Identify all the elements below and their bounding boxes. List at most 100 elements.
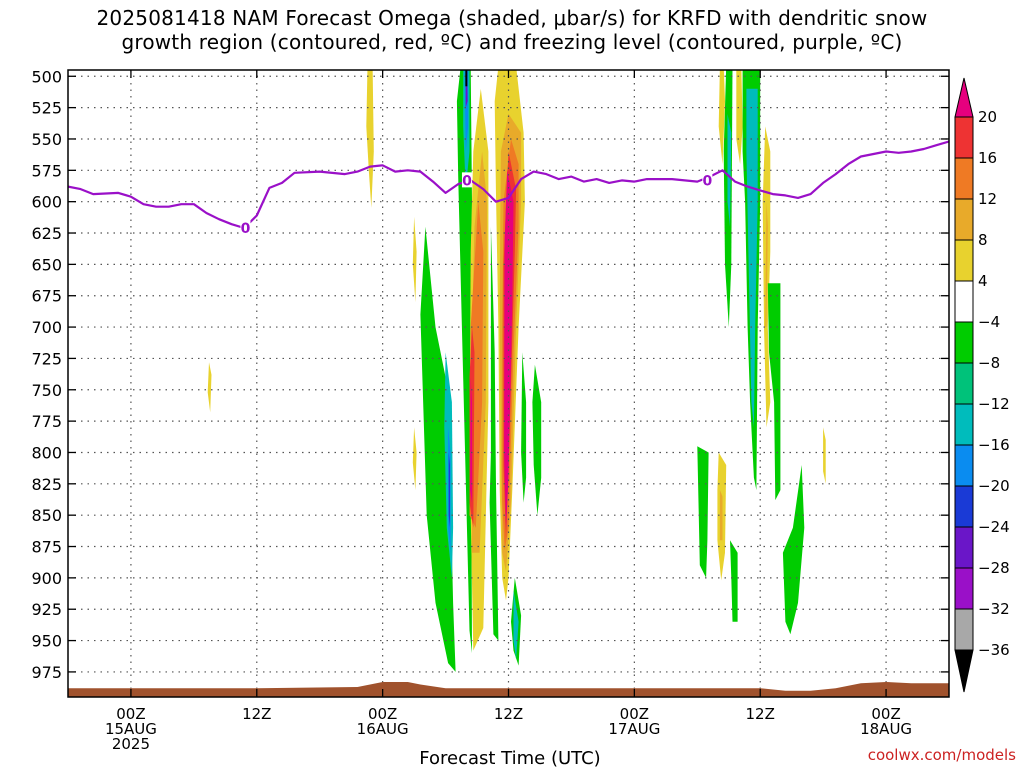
freezing-level-line bbox=[68, 140, 949, 230]
colorbar-band-1 bbox=[954, 157, 974, 200]
omega-region-17 bbox=[489, 226, 499, 641]
x-tick-label: 16AUG bbox=[357, 720, 409, 738]
omega-region-22 bbox=[504, 170, 514, 528]
omega-region-34 bbox=[765, 201, 768, 328]
y-tick-label: 975 bbox=[31, 663, 62, 682]
colorbar-band-12 bbox=[954, 608, 974, 651]
x-tick-label: 00Z bbox=[620, 705, 649, 723]
omega-region-39 bbox=[730, 540, 738, 622]
colorbar-label: −24 bbox=[978, 518, 1010, 536]
omega-region-41 bbox=[823, 427, 826, 484]
colorbar-band-10 bbox=[954, 526, 974, 569]
y-tick-label: 625 bbox=[31, 224, 62, 243]
x-tick-label: 2025 bbox=[112, 735, 150, 753]
contour-label-bg bbox=[240, 220, 251, 236]
watermark: coolwx.com/models bbox=[868, 746, 1016, 764]
colorbar-label: 16 bbox=[978, 149, 997, 167]
chart-title: 2025081418 NAM Forecast Omega (shaded, μ… bbox=[0, 6, 1024, 54]
colorbar-label: 12 bbox=[978, 190, 997, 208]
omega-region-32 bbox=[746, 88, 758, 428]
omega-region-4 bbox=[420, 226, 456, 672]
colorbar-top-triangle bbox=[954, 77, 974, 118]
y-tick-label: 775 bbox=[31, 412, 62, 431]
x-axis-label: Forecast Time (UTC) bbox=[419, 748, 600, 768]
title-line-2: growth region (contoured, red, ºC) and f… bbox=[121, 30, 903, 54]
colorbar-band-5 bbox=[954, 321, 974, 364]
colorbar-label: −16 bbox=[978, 436, 1010, 454]
x-tick-label: 17AUG bbox=[608, 720, 660, 738]
y-tick-label: 850 bbox=[31, 506, 62, 525]
y-tick-label: 725 bbox=[31, 349, 62, 368]
contour-label-bg bbox=[461, 172, 472, 188]
omega-region-40 bbox=[782, 465, 805, 635]
freezing-level-label: 0 bbox=[462, 173, 472, 189]
colorbar-label: −20 bbox=[978, 477, 1010, 495]
omega-region-29 bbox=[727, 113, 732, 227]
plot-area: 0 0 0 bbox=[68, 70, 949, 697]
colorbar-label: −36 bbox=[978, 641, 1010, 659]
y-tick-label: 750 bbox=[31, 381, 62, 400]
colorbar-band-2 bbox=[954, 198, 974, 241]
title-line-1: 2025081418 NAM Forecast Omega (shaded, μ… bbox=[96, 6, 928, 30]
y-tick-label: 900 bbox=[31, 569, 62, 588]
x-tick-label: 00Z bbox=[116, 705, 145, 723]
y-tick-label: 825 bbox=[31, 475, 62, 494]
x-tick-label: 18AUG bbox=[860, 720, 912, 738]
y-tick-label: 525 bbox=[31, 99, 62, 118]
omega-region-11 bbox=[448, 452, 450, 528]
omega-region-16 bbox=[470, 377, 472, 503]
y-tick-label: 550 bbox=[31, 130, 62, 149]
colorbar-band-6 bbox=[954, 362, 974, 405]
x-tick-label: 12Z bbox=[494, 705, 523, 723]
colorbar-band-7 bbox=[954, 403, 974, 446]
omega-region-30 bbox=[736, 70, 743, 165]
y-tick-label: 500 bbox=[31, 67, 62, 86]
omega-region-3 bbox=[412, 427, 417, 491]
omega-region-2 bbox=[412, 216, 417, 302]
y-tick-label: 800 bbox=[31, 443, 62, 462]
colorbar-label: −4 bbox=[978, 313, 1000, 331]
y-tick-label: 700 bbox=[31, 318, 62, 337]
x-tick-label: 12Z bbox=[746, 705, 775, 723]
colorbar-label: 4 bbox=[978, 272, 988, 290]
colorbar-band-11 bbox=[954, 567, 974, 610]
x-tick-label: 12Z bbox=[242, 705, 271, 723]
y-tick-label: 650 bbox=[31, 255, 62, 274]
colorbar-bottom-triangle bbox=[954, 649, 974, 693]
y-tick-label: 950 bbox=[31, 632, 62, 651]
omega-region-1 bbox=[207, 362, 212, 413]
freezing-level-label: 0 bbox=[241, 221, 251, 237]
x-tick-label: 00Z bbox=[871, 705, 900, 723]
y-tick-label: 600 bbox=[31, 193, 62, 212]
omega-region-25 bbox=[521, 352, 527, 503]
omega-region-0 bbox=[366, 70, 374, 208]
omega-region-27 bbox=[718, 70, 725, 165]
colorbar-band-9 bbox=[954, 485, 974, 528]
omega-region-36 bbox=[697, 446, 709, 578]
omega-region-26 bbox=[532, 364, 542, 516]
colorbar-label: −28 bbox=[978, 559, 1010, 577]
colorbar-band-8 bbox=[954, 444, 974, 487]
colorbar-band-0 bbox=[954, 116, 974, 159]
y-tick-label: 575 bbox=[31, 161, 62, 180]
y-tick-label: 925 bbox=[31, 600, 62, 619]
colorbar-label: 8 bbox=[978, 231, 988, 249]
freezing-level-label: 0 bbox=[702, 173, 712, 189]
colorbar-label: −12 bbox=[978, 395, 1010, 413]
colorbar-label: −8 bbox=[978, 354, 1000, 372]
colorbar: 20 16 12 8 4 −4 −8 −12 −16 −20 −24 −28 −32 −36 bbox=[954, 77, 1010, 693]
colorbar-label: 20 bbox=[978, 108, 997, 126]
x-tick-label: 15AUG bbox=[105, 720, 157, 738]
omega-region-5 bbox=[456, 70, 472, 654]
colorbar-label: −32 bbox=[978, 600, 1010, 618]
y-tick-label: 675 bbox=[31, 287, 62, 306]
x-tick-label: 00Z bbox=[368, 705, 397, 723]
y-tick-label: 875 bbox=[31, 538, 62, 557]
contour-label-bg bbox=[702, 172, 713, 188]
omega-region-35 bbox=[767, 283, 781, 501]
colorbar-band-3 bbox=[954, 239, 974, 282]
colorbar-band-4 bbox=[954, 280, 974, 323]
axes: 500 525 550 575 600 625 650 675 700 725 750 775 800 8… bbox=[31, 67, 950, 753]
omega-region-24 bbox=[513, 590, 519, 660]
